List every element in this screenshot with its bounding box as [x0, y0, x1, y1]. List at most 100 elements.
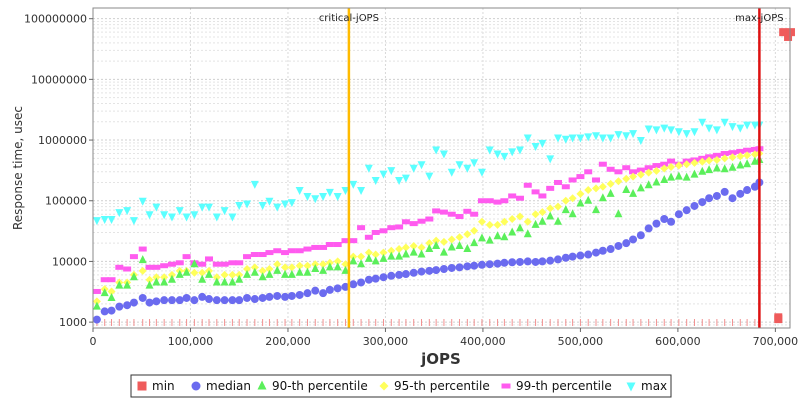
data-point	[500, 217, 509, 226]
data-point	[425, 239, 434, 248]
data-point	[243, 254, 252, 260]
data-point	[379, 273, 388, 282]
data-point	[652, 177, 661, 186]
data-point	[395, 270, 404, 279]
data-point	[629, 130, 638, 139]
data-point	[325, 188, 334, 197]
data-point	[311, 195, 320, 204]
data-point	[531, 219, 540, 228]
data-point	[690, 158, 699, 167]
data-point	[387, 271, 396, 280]
data-point	[379, 170, 388, 179]
series-min	[774, 28, 795, 324]
data-point	[493, 231, 502, 240]
data-point	[606, 245, 615, 254]
data-point	[425, 216, 434, 222]
data-point	[614, 241, 623, 250]
data-point	[167, 213, 176, 222]
y-tick-label: 10000	[52, 255, 87, 268]
data-point	[652, 219, 661, 228]
data-point	[712, 163, 721, 172]
data-point	[728, 123, 737, 132]
legend-marker	[501, 383, 511, 389]
data-point	[409, 221, 418, 227]
data-point	[182, 254, 191, 260]
data-point	[357, 259, 366, 268]
data-point	[235, 202, 244, 211]
series-max	[92, 118, 764, 226]
data-point	[515, 257, 524, 266]
data-point	[463, 208, 472, 214]
data-point	[592, 184, 601, 193]
data-point	[598, 246, 607, 255]
data-point	[614, 169, 623, 175]
data-point	[652, 126, 661, 135]
data-point	[152, 203, 161, 212]
data-point	[531, 210, 540, 219]
data-point	[652, 166, 661, 175]
data-point	[349, 238, 358, 244]
series-99-th-percentile	[92, 146, 764, 294]
data-point	[432, 208, 441, 214]
data-point	[295, 290, 304, 299]
data-point	[470, 238, 479, 247]
data-point	[250, 180, 259, 189]
data-point	[182, 267, 191, 276]
data-point	[311, 244, 320, 250]
data-point	[712, 152, 721, 158]
data-point	[387, 251, 396, 260]
data-point	[644, 168, 653, 177]
data-point	[303, 267, 312, 276]
data-point	[371, 256, 380, 265]
data-point	[311, 264, 320, 273]
data-point	[439, 237, 448, 246]
data-point	[477, 260, 486, 269]
data-point	[387, 246, 396, 255]
data-point	[107, 277, 116, 283]
data-point	[371, 250, 380, 259]
data-point	[401, 219, 410, 225]
data-point	[606, 166, 615, 172]
data-point	[333, 257, 342, 266]
data-point	[531, 257, 540, 266]
data-point	[198, 292, 207, 301]
data-point	[728, 194, 737, 203]
data-point	[568, 252, 577, 261]
data-point	[325, 242, 334, 248]
data-point	[425, 172, 434, 181]
data-point	[295, 187, 304, 196]
data-point	[205, 203, 214, 212]
data-point	[538, 193, 547, 199]
data-point	[523, 257, 532, 266]
data-point	[107, 216, 116, 225]
data-point	[123, 280, 132, 289]
data-point	[644, 165, 653, 171]
data-point	[629, 169, 638, 175]
data-point	[455, 240, 464, 249]
data-point	[447, 168, 456, 177]
data-point	[160, 296, 169, 305]
data-point	[712, 155, 721, 164]
legend-label: median	[206, 379, 251, 393]
data-point	[145, 264, 154, 270]
data-point	[432, 266, 441, 275]
data-point	[341, 238, 350, 244]
legend-marker	[191, 381, 201, 391]
legend-marker	[257, 380, 267, 390]
data-point	[439, 247, 448, 256]
data-point	[129, 254, 138, 260]
data-point	[743, 121, 752, 130]
data-point	[592, 132, 601, 141]
data-point	[592, 205, 601, 214]
data-point	[546, 185, 555, 191]
data-point	[682, 160, 691, 169]
data-point	[515, 212, 524, 221]
data-point	[743, 151, 752, 160]
data-point	[364, 253, 373, 262]
data-point	[546, 211, 555, 220]
data-point	[463, 244, 472, 253]
data-point	[220, 261, 229, 267]
data-point	[295, 248, 304, 254]
data-point	[432, 236, 441, 245]
data-point	[138, 255, 147, 264]
